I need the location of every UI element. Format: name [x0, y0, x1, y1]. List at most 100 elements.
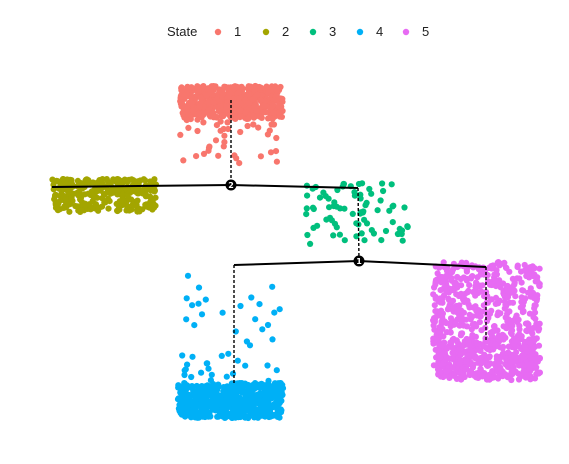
cell-point: [237, 380, 244, 387]
cell-point: [486, 353, 493, 360]
cell-point: [531, 271, 538, 278]
cell-point: [310, 224, 317, 231]
cell-point: [184, 403, 191, 410]
cell-point: [266, 411, 273, 418]
cell-point: [438, 342, 445, 349]
cell-point: [252, 394, 259, 401]
cell-point: [508, 322, 515, 329]
cell-point: [485, 362, 492, 369]
cell-point: [514, 275, 521, 282]
cell-point: [304, 192, 311, 199]
cell-point: [504, 293, 511, 300]
cell-point: [520, 368, 527, 375]
cell-point: [479, 359, 486, 366]
cell-point: [103, 176, 110, 183]
cell-point: [514, 264, 521, 271]
cell-point: [244, 122, 251, 130]
cell-point: [492, 300, 499, 307]
cell-point: [183, 316, 190, 323]
cell-point: [177, 100, 184, 107]
cell-point: [304, 231, 311, 239]
cell-point: [256, 113, 263, 120]
legend: State 1 2 3 4 5: [167, 24, 429, 39]
cell-point: [237, 302, 244, 310]
cell-point: [203, 92, 210, 99]
cell-point: [522, 267, 529, 274]
cell-point: [249, 96, 256, 103]
cell-point: [472, 303, 479, 310]
cell-point: [189, 107, 196, 114]
cell-point: [135, 207, 142, 214]
cell-point: [513, 349, 520, 356]
cell-point: [141, 177, 149, 184]
cell-point: [434, 337, 441, 344]
cell-point: [178, 84, 185, 91]
cell-point: [501, 259, 508, 266]
cell-point: [146, 193, 153, 200]
cell-point: [88, 188, 95, 195]
cell-point: [512, 354, 519, 361]
cell-point: [119, 202, 126, 209]
legend-label-1: 1: [234, 24, 241, 39]
cell-point: [447, 328, 454, 335]
cell-point: [430, 317, 437, 324]
cell-point: [215, 407, 223, 414]
cell-point: [149, 203, 156, 210]
cell-point: [208, 371, 215, 378]
cell-point: [499, 350, 506, 357]
cell-point: [449, 364, 456, 371]
cell-point: [479, 373, 486, 380]
cell-point: [519, 287, 526, 294]
cell-point: [218, 352, 225, 359]
cell-point: [191, 322, 198, 329]
cell-point: [481, 308, 488, 315]
cell-point: [215, 152, 222, 159]
cell-point: [223, 103, 230, 110]
cell-point: [145, 185, 152, 192]
cell-point: [389, 219, 396, 226]
cell-point: [524, 320, 531, 327]
cell-point: [447, 315, 455, 322]
cell-point: [252, 380, 259, 387]
cell-point: [357, 209, 364, 216]
cell-point: [224, 85, 231, 92]
cell-point: [251, 104, 258, 111]
cell-point: [536, 265, 543, 272]
cell-point: [534, 278, 541, 285]
cell-point: [210, 382, 217, 389]
cell-point: [254, 91, 261, 98]
cell-point: [438, 273, 445, 281]
cell-point: [505, 343, 512, 350]
cell-point: [269, 336, 276, 343]
cell-point: [265, 377, 272, 384]
cell-point: [454, 308, 461, 315]
cell-point: [271, 109, 278, 117]
cell-point: [502, 371, 509, 378]
cell-point: [271, 96, 278, 104]
cell-point: [245, 381, 252, 389]
branch-node-label-1: 1: [356, 257, 362, 266]
cell-point: [237, 107, 244, 114]
cell-point: [64, 199, 71, 206]
branch-node-1: [353, 255, 365, 267]
cell-point: [535, 370, 542, 377]
cell-point: [265, 89, 272, 96]
cell-point: [52, 192, 59, 199]
cell-point: [105, 205, 112, 212]
cell-point: [183, 117, 190, 124]
cell-point: [401, 204, 408, 211]
cell-point: [460, 274, 467, 281]
cell-point: [72, 202, 79, 210]
cell-point: [229, 398, 236, 405]
cell-point: [477, 366, 484, 373]
cell-point: [265, 115, 272, 122]
cell-point: [203, 360, 210, 367]
tree-branch-node2-to-state-3: [230, 184, 359, 189]
cell-point: [431, 302, 438, 309]
cell-point: [476, 319, 483, 326]
cell-point: [221, 139, 228, 146]
cell-point: [221, 405, 228, 412]
cell-point: [184, 394, 191, 401]
cell-point: [432, 308, 439, 315]
cell-point: [205, 99, 212, 106]
